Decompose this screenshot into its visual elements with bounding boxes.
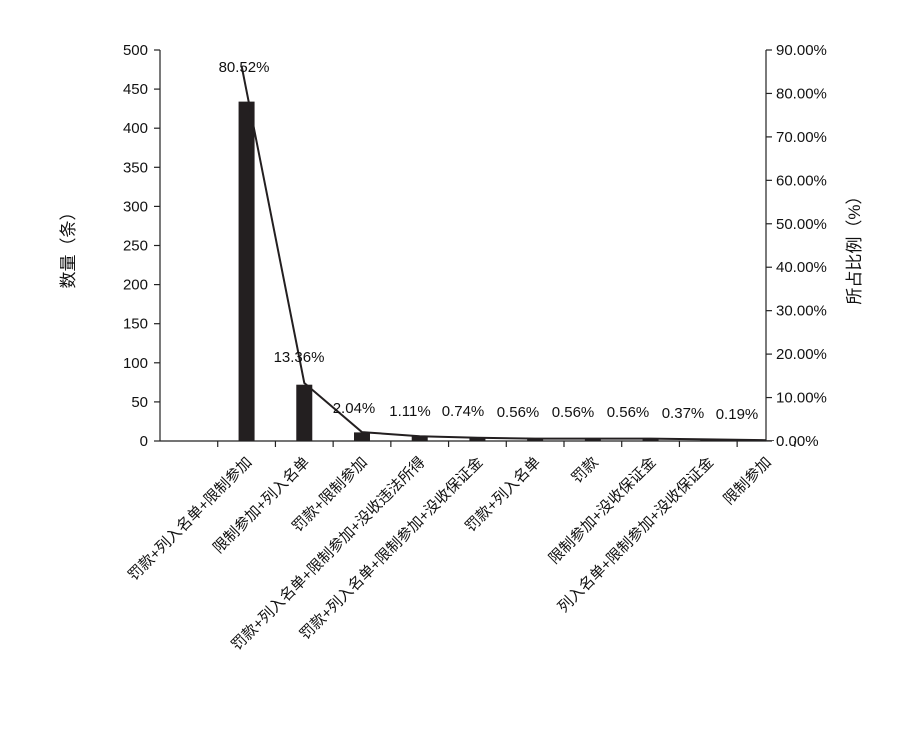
percentage-data-labels: 80.52% 13.36% 2.04% 1.11% 0.74% 0.56% 0.56% 0.5… (219, 59, 759, 423)
percentage-line (240, 65, 767, 442)
percentage-label: 0.37% (662, 405, 705, 422)
y-tick-label: 350 (123, 159, 148, 176)
percentage-label: 0.56% (552, 404, 595, 421)
right-axis-ticks: 0.00% 10.00% 20.00% 30.00% 40.00% 50.00% 60.00… (766, 42, 827, 450)
x-category-label: 限制参加+列入名单 (210, 454, 313, 557)
y2-axis-title: 所占比例（%） (845, 187, 864, 304)
y-tick-label: 400 (123, 120, 148, 137)
percentage-line-series (240, 65, 767, 442)
bar (527, 438, 544, 441)
y2-tick-label: 70.00% (776, 129, 827, 146)
bar (642, 438, 659, 441)
bar (584, 438, 601, 441)
x-category-labels: 罚款+列入名单+限制参加限制参加+列入名单罚款+限制参加罚款+列入名单+限制参加… (125, 454, 775, 654)
y2-tick-label: 40.00% (776, 259, 827, 276)
y2-tick-label: 30.00% (776, 303, 827, 320)
y2-tick-label: 50.00% (776, 216, 827, 233)
y-tick-label: 250 (123, 238, 148, 255)
y2-tick-label: 60.00% (776, 172, 827, 189)
percentage-label: 80.52% (219, 59, 270, 76)
y2-tick-label: 20.00% (776, 346, 827, 363)
percentage-label: 13.36% (274, 349, 325, 366)
percentage-label: 2.04% (333, 400, 376, 417)
y-axis-title: 数量（条） (59, 204, 78, 289)
bar (354, 432, 370, 441)
y-tick-label: 300 (123, 198, 148, 215)
y2-tick-label: 80.00% (776, 85, 827, 102)
y-tick-label: 50 (131, 394, 148, 411)
bar (238, 101, 255, 441)
percentage-label: 1.11% (389, 403, 430, 420)
percentage-label: 0.19% (716, 406, 759, 423)
y2-tick-label: 90.00% (776, 42, 827, 59)
x-category-label: 罚款 (568, 454, 601, 487)
y2-tick-label: 0.00% (776, 433, 819, 450)
bar (296, 384, 313, 441)
y2-tick-label: 10.00% (776, 390, 827, 407)
y-tick-label: 150 (123, 316, 148, 333)
y-tick-label: 500 (123, 42, 148, 59)
percentage-label: 0.56% (607, 404, 650, 421)
percentage-label: 0.74% (442, 403, 485, 420)
x-category-label: 限制参加+没收保证金 (546, 454, 660, 568)
left-axis-ticks: 0 50 100 150 200 250 300 350 400 450 500 (123, 42, 796, 450)
y-tick-label: 200 (123, 277, 148, 294)
bar (469, 437, 486, 441)
y-tick-label: 450 (123, 81, 148, 98)
x-category-label: 限制参加 (720, 454, 774, 508)
bar (411, 436, 428, 441)
bar-series (238, 101, 774, 441)
y-tick-label: 0 (140, 433, 148, 450)
y-tick-label: 100 (123, 355, 148, 372)
percentage-label: 0.56% (497, 404, 540, 421)
